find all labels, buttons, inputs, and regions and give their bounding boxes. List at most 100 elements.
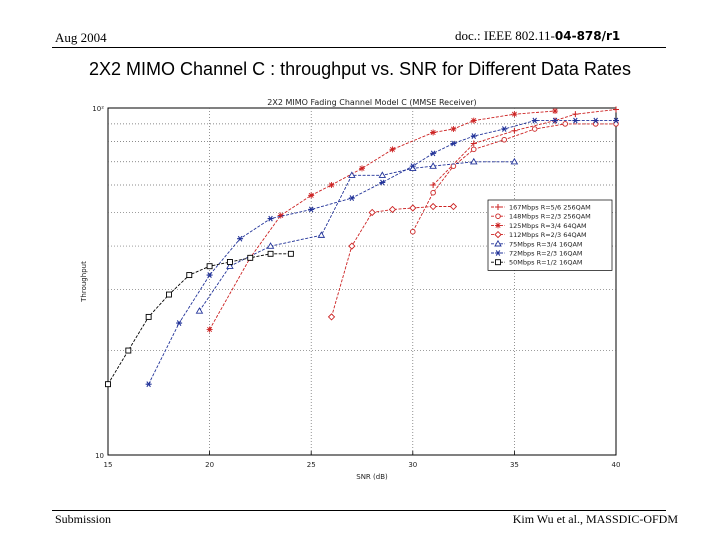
legend-marker [494,239,502,247]
data-point-5 [430,150,437,157]
data-point-6 [206,263,213,270]
data-point-5 [206,272,213,278]
legend-marker [495,259,501,266]
legend-entry: 125Mbps R=3/4 64QAM [509,222,587,230]
series-line-5 [148,120,616,385]
data-point-4 [317,231,326,238]
legend-box [487,199,613,271]
data-point-1 [562,121,568,127]
x-tick-label: 35 [510,461,519,469]
legend-marker [495,204,501,210]
data-point-2 [450,125,457,132]
data-point-5 [237,235,244,242]
legend-entry: 72Mbps R=2/3 16QAM [509,250,583,258]
footer-submission: Submission [55,512,112,526]
data-point-3 [388,205,397,214]
data-point-5 [267,215,274,222]
chart-title: 2X2 MIMO Fading Channel Model C (MMSE Re… [267,98,476,107]
data-point-5 [348,195,355,202]
data-point-3 [348,242,356,250]
data-point-0 [470,140,477,147]
data-point-5 [552,117,559,124]
data-point-2 [389,146,396,153]
data-point-2 [359,165,365,172]
legend-entry: 148Mbps R=2/3 256QAM [509,213,591,221]
data-point-6 [287,250,294,257]
slide-title: 2X2 MIMO Channel C : throughput vs. SNR … [89,59,631,79]
data-point-5 [613,117,619,124]
data-point-6 [145,313,152,320]
y-axis-label: Throughput [80,261,88,303]
data-point-5 [531,117,538,124]
legend-marker [495,250,501,256]
data-point-6 [267,250,274,257]
legend-entry: 50Mbps R=1/2 16QAM [509,259,583,267]
data-point-4 [195,307,204,314]
series-line-6 [107,253,291,385]
legend-marker [494,230,502,239]
data-point-2 [206,326,213,333]
data-point-6 [186,272,193,279]
legend-entry: 167Mbps R=5/6 256QAM [509,204,591,212]
doc-prefix: doc.: IEEE 802.11- [455,28,555,43]
legend-marker [495,213,501,219]
data-point-6 [226,259,233,265]
data-point-3 [449,202,458,211]
series-line-0 [432,109,617,186]
data-point-2 [511,111,518,118]
data-point-4 [469,157,478,165]
data-point-1 [471,146,477,153]
data-point-5 [308,206,315,213]
data-point-3 [409,204,417,212]
data-point-2 [277,212,284,219]
data-point-1 [531,126,538,132]
data-point-2 [308,192,315,199]
data-point-0 [613,106,619,113]
data-point-5 [501,126,508,132]
data-point-0 [572,111,579,118]
data-point-1 [430,189,436,196]
data-point-6 [247,254,254,261]
legend-entry: 75Mbps R=3/4 16QAM [509,240,583,248]
x-tick-label: 20 [205,461,214,469]
data-point-5 [592,117,599,124]
y-tick-label: 10 [95,452,104,460]
header-date: Aug 2004 [55,30,107,45]
data-point-4 [510,157,519,165]
legend-marker [495,222,501,229]
legend-entry: 112Mbps R=2/3 64QAM [509,231,587,239]
data-point-4 [378,171,387,178]
data-point-6 [166,291,172,298]
data-point-5 [176,320,183,326]
data-point-2 [328,181,335,188]
data-point-0 [511,127,518,134]
data-point-6 [125,347,132,354]
data-point-1 [410,228,416,235]
data-point-4 [266,242,275,249]
header-rule [52,47,666,48]
x-tick-label: 40 [612,461,621,469]
x-tick-label: 25 [307,461,316,469]
x-tick-label: 30 [408,461,417,469]
y-tick-label: 10² [92,105,104,113]
data-point-2 [430,129,437,136]
data-point-5 [145,381,152,388]
data-point-5 [379,179,386,186]
data-point-5 [450,140,457,147]
data-point-2 [552,108,559,115]
data-point-4 [429,162,437,169]
x-tick-label: 15 [104,461,113,469]
data-point-3 [368,208,376,217]
data-point-3 [327,313,336,321]
data-point-4 [348,171,356,178]
x-axis-label: SNR (dB) [356,473,388,481]
doc-id: 04-878/r1 [554,29,621,43]
data-point-4 [226,262,234,269]
data-point-0 [430,181,437,188]
footer-author: Kim Wu et al., MASSDIC-OFDM [512,512,678,526]
data-point-3 [429,202,437,211]
plot-frame [107,107,617,456]
data-point-5 [409,163,416,170]
series-line-2 [209,110,556,330]
